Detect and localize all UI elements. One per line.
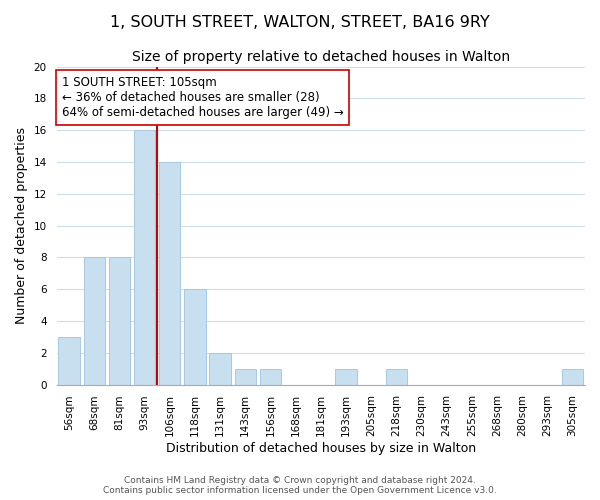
- Bar: [83, 258, 105, 384]
- Bar: [58, 337, 80, 384]
- Bar: [184, 289, 206, 384]
- Text: 1 SOUTH STREET: 105sqm
← 36% of detached houses are smaller (28)
64% of semi-det: 1 SOUTH STREET: 105sqm ← 36% of detached…: [62, 76, 344, 119]
- Bar: [235, 368, 256, 384]
- Bar: [159, 162, 181, 384]
- X-axis label: Distribution of detached houses by size in Walton: Distribution of detached houses by size …: [166, 442, 476, 455]
- Text: Contains HM Land Registry data © Crown copyright and database right 2024.
Contai: Contains HM Land Registry data © Crown c…: [103, 476, 497, 495]
- Bar: [209, 353, 231, 384]
- Bar: [386, 368, 407, 384]
- Bar: [134, 130, 155, 384]
- Y-axis label: Number of detached properties: Number of detached properties: [15, 127, 28, 324]
- Bar: [562, 368, 583, 384]
- Bar: [260, 368, 281, 384]
- Bar: [109, 258, 130, 384]
- Bar: [335, 368, 356, 384]
- Text: 1, SOUTH STREET, WALTON, STREET, BA16 9RY: 1, SOUTH STREET, WALTON, STREET, BA16 9R…: [110, 15, 490, 30]
- Title: Size of property relative to detached houses in Walton: Size of property relative to detached ho…: [132, 50, 510, 64]
